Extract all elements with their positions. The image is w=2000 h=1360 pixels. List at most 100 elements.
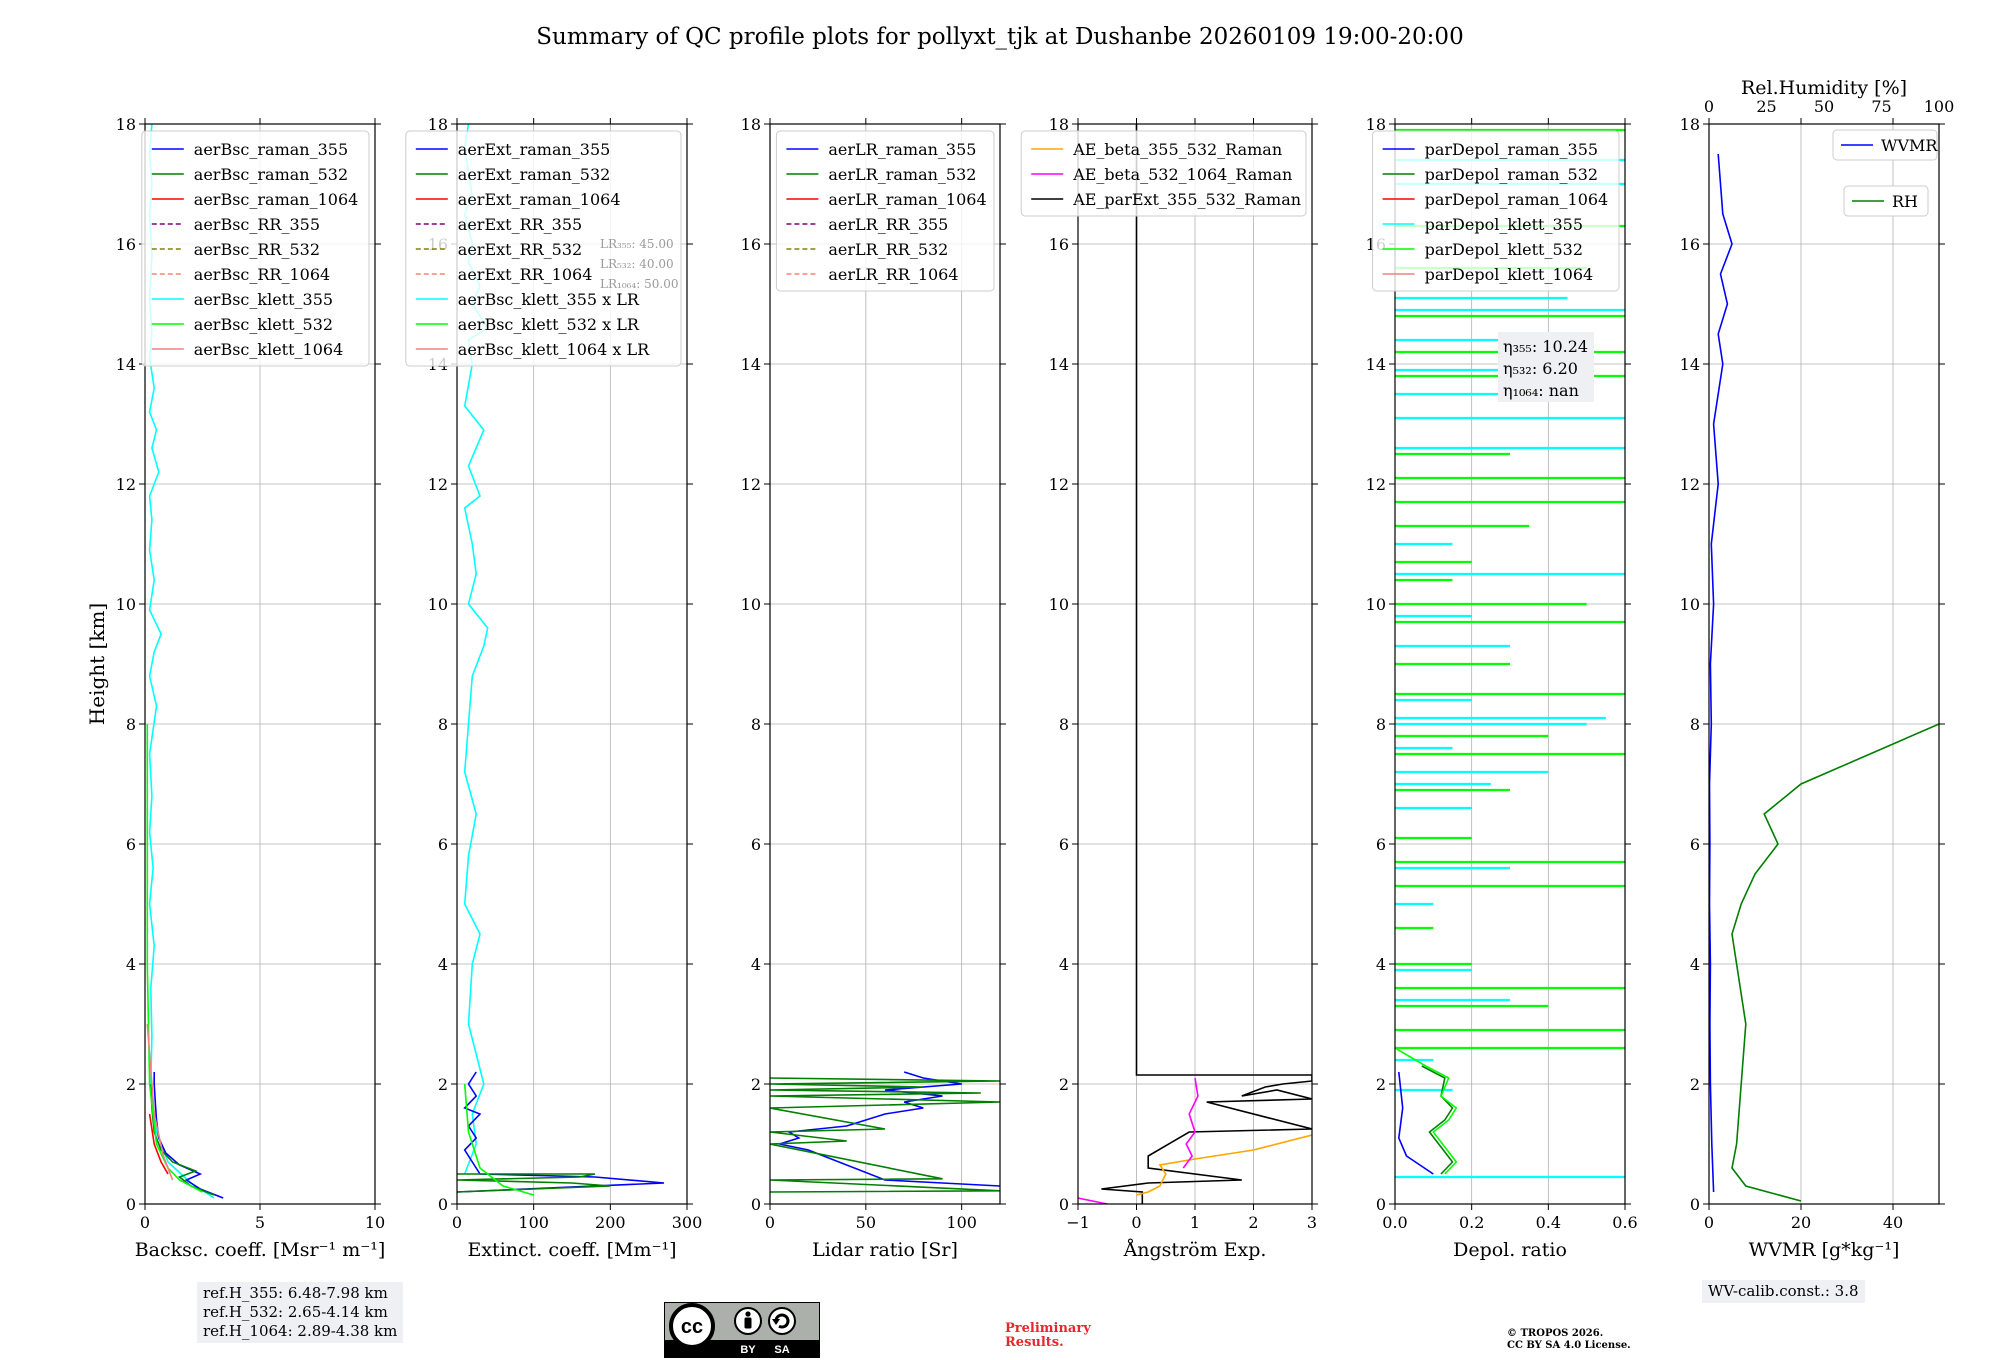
legend-label: aerLR_RR_1064 <box>828 265 958 284</box>
preliminary-line-1: Preliminary <box>1005 1321 1091 1336</box>
ytick-label: 4 <box>438 955 448 974</box>
ytick-label: 12 <box>428 475 448 494</box>
legend-label: parDepol_klett_532 <box>1425 240 1583 259</box>
ytick-label: 18 <box>1680 115 1700 134</box>
series-aerBsc_klett_1064 <box>146 1023 174 1181</box>
eta-annotation: η₁₀₆₄: nan <box>1503 381 1579 400</box>
ytick-label: 2 <box>1059 1075 1069 1094</box>
ytick-label: 8 <box>1376 715 1386 734</box>
ytick-label: 6 <box>751 835 761 854</box>
ref-height-532: ref.H_532: 2.65-4.14 km <box>203 1303 388 1321</box>
legend-label: aerBsc_RR_532 <box>194 240 320 259</box>
ytick-label: 6 <box>1059 835 1069 854</box>
ytick-label: 2 <box>751 1075 761 1094</box>
reference-height-box: ref.H_355: 6.48-7.98 km ref.H_532: 2.65-… <box>197 1282 404 1343</box>
ytick-label: 6 <box>1376 835 1386 854</box>
series-AE_parExt_355_532_Raman <box>1101 124 1312 1204</box>
legend-label: aerBsc_klett_1064 <box>194 340 343 359</box>
ytick-label: 10 <box>1366 595 1386 614</box>
legend-label: aerBsc_klett_355 <box>194 290 333 309</box>
copyright-line-2: CC BY SA 4.0 License. <box>1507 1340 1631 1351</box>
figure-title: Summary of QC profile plots for pollyxt_… <box>536 24 1463 50</box>
legend-label: aerBsc_klett_1064 x LR <box>458 340 650 359</box>
xtick-label: 3 <box>1307 1213 1317 1232</box>
xtick-label: −1 <box>1066 1213 1090 1232</box>
series-RH <box>1731 723 1939 1202</box>
cc-license-badge: cc BY SA <box>664 1302 820 1358</box>
data-wvmr-rh <box>1709 153 1939 1202</box>
xtick-label: 20 <box>1791 1213 1811 1232</box>
xtick-label: 0.0 <box>1382 1213 1407 1232</box>
ytick-label: 12 <box>116 475 136 494</box>
top-tick-label: 100 <box>1924 97 1955 116</box>
legend-label: aerExt_RR_355 <box>458 215 582 234</box>
legend-label: AE_parExt_355_532_Raman <box>1072 190 1301 209</box>
series-aerBsc_raman_355 <box>153 1072 224 1199</box>
ytick-label: 18 <box>1049 115 1069 134</box>
legend-label: aerBsc_klett_355 x LR <box>458 290 640 309</box>
y-axis-label: Height [km] <box>85 603 109 725</box>
series-parDepol_raman_532 <box>1421 1065 1454 1175</box>
ytick-label: 10 <box>116 595 136 614</box>
xtick-label: 100 <box>946 1213 977 1232</box>
top-tick-label: 25 <box>1756 97 1776 116</box>
ytick-label: 16 <box>1049 235 1069 254</box>
xtick-label: 0 <box>140 1213 150 1232</box>
x-axis-label: Backsc. coeff. [Msr⁻¹ m⁻¹] <box>135 1239 386 1261</box>
ytick-label: 8 <box>126 715 136 734</box>
top-axis-label: Rel.Humidity [%] <box>1741 77 1907 99</box>
x-axis-label: Extinct. coeff. [Mm⁻¹] <box>467 1239 676 1261</box>
legend-label: AE_beta_532_1064_Raman <box>1072 165 1292 184</box>
xtick-label: 10 <box>365 1213 385 1232</box>
series-aerLR_raman_532 <box>770 1077 1000 1193</box>
ytick-label: 6 <box>1690 835 1700 854</box>
x-axis-label: Depol. ratio <box>1453 1239 1567 1261</box>
ref-height-1064: ref.H_1064: 2.89-4.38 km <box>203 1322 398 1340</box>
ytick-label: 8 <box>1690 715 1700 734</box>
ytick-label: 6 <box>438 835 448 854</box>
ref-height-355: ref.H_355: 6.48-7.98 km <box>203 1284 388 1302</box>
ytick-label: 10 <box>428 595 448 614</box>
data-lidar-ratio <box>770 1071 1000 1193</box>
lidar-ratio-annotation: LR₁₀₆₄: 50.00 <box>600 277 678 291</box>
xtick-label: 40 <box>1883 1213 1903 1232</box>
xtick-label: 0.2 <box>1459 1213 1484 1232</box>
legend-label: WVMR <box>1881 136 1938 155</box>
lidar-ratio-annotation: LR₃₅₅: 45.00 <box>600 237 674 251</box>
legend-label: aerLR_raman_1064 <box>828 190 986 209</box>
series-AE_beta_532_1064_Raman (low) <box>1078 1197 1108 1204</box>
data-angstrom <box>1078 124 1312 1204</box>
panel-extinction: 0246810121416180100200300Extinct. coeff.… <box>405 115 702 1261</box>
ytick-label: 2 <box>1690 1075 1700 1094</box>
legend-label: parDepol_klett_1064 <box>1425 265 1594 284</box>
series-WVMR <box>1709 153 1733 1193</box>
ytick-label: 4 <box>751 955 761 974</box>
ytick-label: 10 <box>1049 595 1069 614</box>
cc-circle-icon <box>669 1303 715 1349</box>
data-depolarization <box>1395 128 1625 1179</box>
legend-label: aerBsc_raman_355 <box>194 140 348 159</box>
ytick-label: 2 <box>1376 1075 1386 1094</box>
ytick-label: 8 <box>1059 715 1069 734</box>
legend-label: parDepol_raman_1064 <box>1425 190 1609 209</box>
ytick-label: 10 <box>1680 595 1700 614</box>
lidar-ratio-annotation: LR₅₃₂: 40.00 <box>600 257 674 271</box>
ytick-label: 16 <box>1680 235 1700 254</box>
legend-label: aerExt_raman_1064 <box>458 190 621 209</box>
ytick-label: 14 <box>1680 355 1700 374</box>
xtick-label: 200 <box>595 1213 626 1232</box>
ytick-label: 6 <box>126 835 136 854</box>
eta-annotation: η₃₅₅: 10.24 <box>1503 337 1588 356</box>
legend-label: aerExt_RR_1064 <box>458 265 593 284</box>
ytick-label: 0 <box>126 1195 136 1214</box>
ytick-label: 12 <box>741 475 761 494</box>
axes-frame <box>456 123 688 1205</box>
series-parDepol_klett_532 (low) <box>1395 1047 1458 1175</box>
xtick-label: 0.4 <box>1536 1213 1561 1232</box>
axes-frame <box>769 123 1001 1205</box>
legend-label: aerExt_raman_355 <box>458 140 611 159</box>
legend-box <box>1372 130 1620 292</box>
cc-logo-text: cc <box>681 1316 703 1338</box>
ytick-label: 12 <box>1049 475 1069 494</box>
